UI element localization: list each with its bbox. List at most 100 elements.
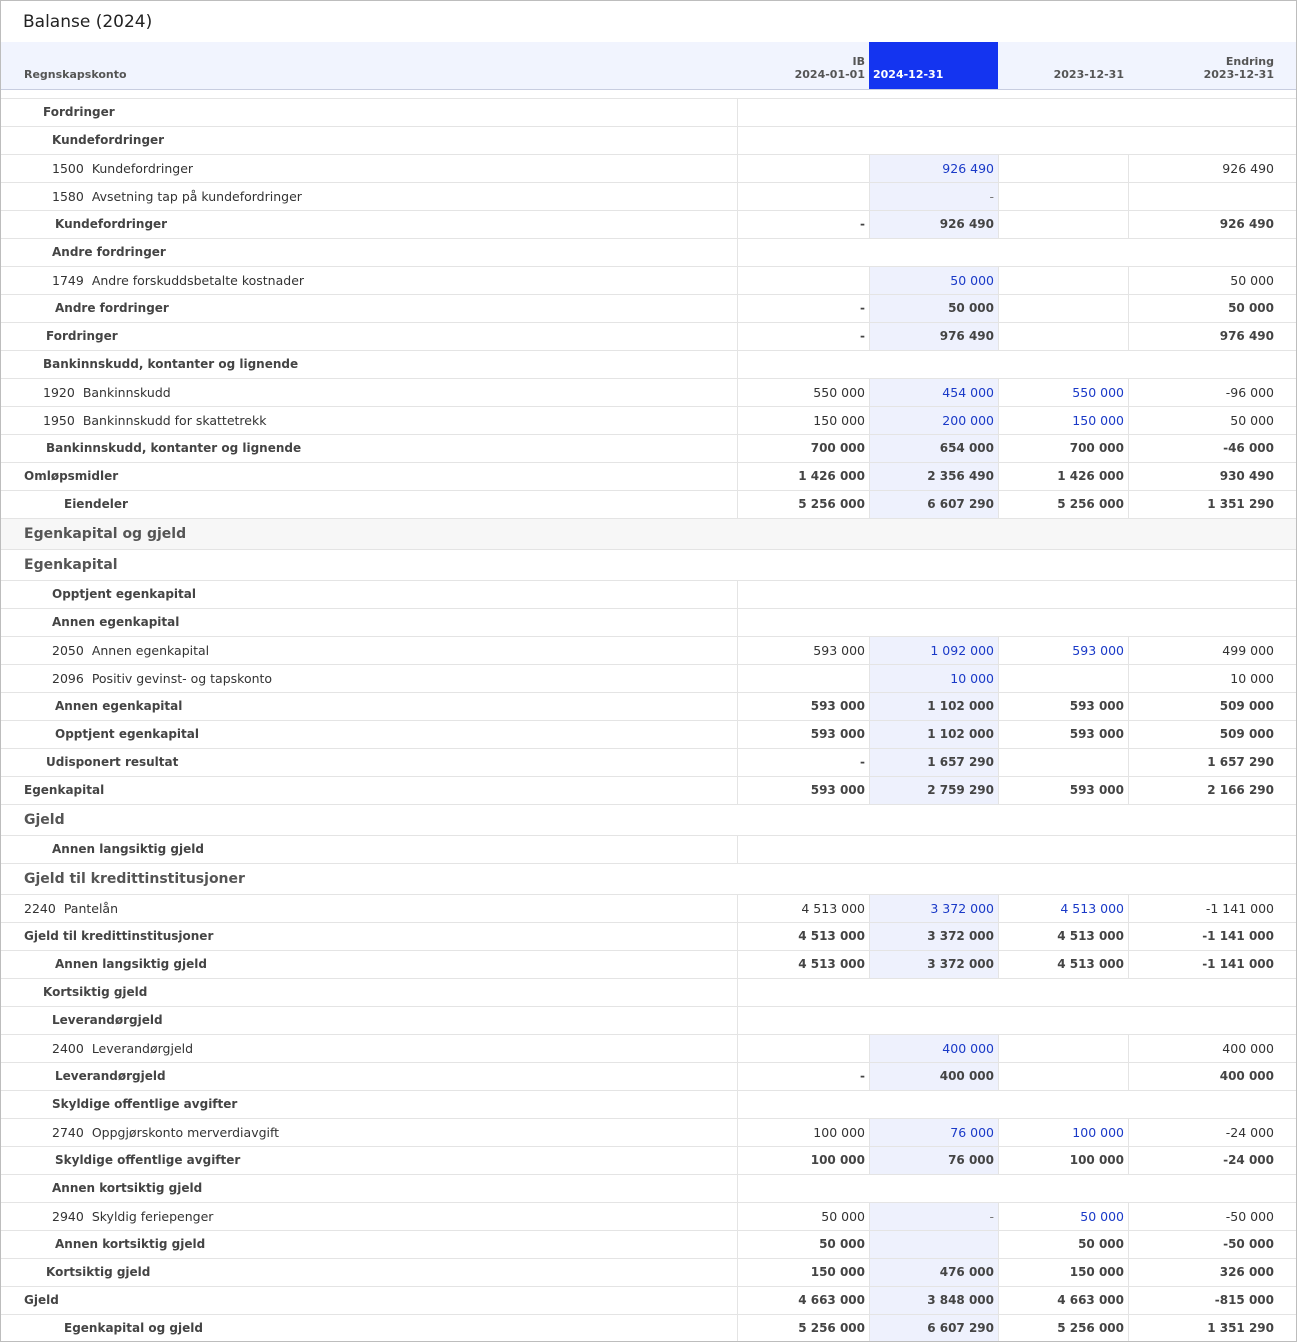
column-header[interactable]: Endring 2023-12-31 <box>1128 42 1296 89</box>
row-label: Egenkapital <box>1 777 737 804</box>
row-label: Annen langsiktig gjeld <box>1 836 737 863</box>
value-cell: 4 513 000 <box>998 951 1128 978</box>
value-cell: 150 000 <box>998 1259 1128 1286</box>
column-header[interactable]: Regnskapskonto <box>1 42 737 89</box>
value-cell: 200 000 <box>869 407 998 434</box>
empty-cells <box>737 979 1296 1006</box>
value-cell: 976 490 <box>1128 323 1296 350</box>
value-cell: 4 513 000 <box>998 923 1128 950</box>
account-row[interactable]: 2940 Skyldig feriepenger 50 000-50 000 -50 … <box>1 1203 1296 1231</box>
row-label: 2050 Annen egenkapital <box>1 637 737 664</box>
empty-cells <box>737 1175 1296 1202</box>
account-name: Fordringer <box>46 329 118 343</box>
value-cell: - <box>737 1063 869 1090</box>
section-row: Egenkapital og gjeld <box>1 519 1296 550</box>
value-cell: 5 256 000 <box>998 1315 1128 1341</box>
empty-cells <box>737 127 1296 154</box>
row-label: Annen kortsiktig gjeld <box>1 1175 737 1202</box>
row-label: Kundefordringer <box>1 211 737 238</box>
account-row[interactable]: 1920 Bankinnskudd 550 000 454 000 550 000 -96… <box>1 379 1296 407</box>
account-name: Opptjent egenkapital <box>55 727 199 741</box>
account-name: Annen kortsiktig gjeld <box>52 1181 203 1195</box>
value-cell: 509 000 <box>1128 693 1296 720</box>
header-line: IB <box>852 55 865 68</box>
account-row[interactable]: 2050 Annen egenkapital 593 000 1 092 000 593… <box>1 637 1296 665</box>
account-name: Kundefordringer <box>91 161 194 176</box>
row-label: 2400 Leverandørgjeld <box>1 1035 737 1062</box>
value-cell: 3 848 000 <box>869 1287 998 1314</box>
account-row[interactable]: 1749 Andre forskuddsbetalte kostnader 50 0… <box>1 267 1296 295</box>
account-name: Fordringer <box>43 105 115 119</box>
total-row: Udisponert resultat -1 657 290 1 657 290 <box>1 749 1296 777</box>
value-cell: 100 000 <box>998 1119 1128 1146</box>
value-cell: 5 256 000 <box>998 491 1128 518</box>
row-label: Opptjent egenkapital <box>1 581 737 608</box>
value-cell: 1 092 000 <box>869 637 998 664</box>
value-cell: 3 372 000 <box>869 951 998 978</box>
value-cell: 593 000 <box>737 637 869 664</box>
value-cell: 1 351 290 <box>1128 491 1296 518</box>
empty-cells <box>737 351 1296 378</box>
total-row: Eiendeler 5 256 000 6 607 290 5 256 000 1 35… <box>1 491 1296 519</box>
account-name: Leverandørgjeld <box>91 1041 194 1056</box>
value-cell <box>998 665 1128 692</box>
value-cell <box>869 1231 998 1258</box>
column-header[interactable]: IB 2024-01-01 <box>737 42 869 89</box>
value-cell <box>998 211 1128 238</box>
account-row[interactable]: 2240 Pantelån 4 513 000 3 372 000 4 513 000-… <box>1 895 1296 923</box>
empty-cells <box>737 609 1296 636</box>
value-cell: 499 000 <box>1128 637 1296 664</box>
value-cell: 50 000 <box>737 1231 869 1258</box>
group-row: Fordringer <box>1 99 1296 127</box>
account-row[interactable]: 1500 Kundefordringer 926 490 926 490 <box>1 155 1296 183</box>
row-label: 1500 Kundefordringer <box>1 155 737 182</box>
value-cell: 50 000 <box>737 1203 869 1230</box>
total-row: Gjeld 4 663 000 3 848 000 4 663 000 -815 000 <box>1 1287 1296 1315</box>
account-row[interactable]: 1950 Bankinnskudd for skattetrekk 150 000 2… <box>1 407 1296 435</box>
value-cell: 2 166 290 <box>1128 777 1296 804</box>
value-cell: 150 000 <box>737 1259 869 1286</box>
group-row: Andre fordringer <box>1 239 1296 267</box>
value-cell: 926 490 <box>1128 211 1296 238</box>
account-name: Gjeld <box>24 1293 59 1307</box>
value-cell: 4 513 000 <box>737 895 869 922</box>
header-line: Regnskapskonto <box>24 68 127 81</box>
account-row[interactable]: 2400 Leverandørgjeld 400 000 400 000 <box>1 1035 1296 1063</box>
table-header: Regnskapskonto IB 2024-01-01 2024-12-31 2023… <box>1 42 1296 90</box>
value-cell: 550 000 <box>998 379 1128 406</box>
account-number: 2240 <box>24 901 56 916</box>
account-row[interactable]: 1580 Avsetning tap på kundefordringer - <box>1 183 1296 211</box>
row-label: Bankinnskudd, kontanter og lignende <box>1 435 737 462</box>
value-cell: 6 607 290 <box>869 1315 998 1341</box>
total-row: Andre fordringer -50 000 50 000 <box>1 295 1296 323</box>
value-cell: 4 513 000 <box>737 951 869 978</box>
value-cell <box>998 323 1128 350</box>
account-row[interactable]: 2096 Positiv gevinst- og tapskonto 10 000 1… <box>1 665 1296 693</box>
account-row[interactable]: 2740 Oppgjørskonto merverdiavgift 100 000 7… <box>1 1119 1296 1147</box>
column-header[interactable]: 2024-12-31 <box>869 42 998 89</box>
column-header[interactable]: 2023-12-31 <box>998 42 1128 89</box>
account-name: Skyldig feriepenger <box>91 1209 214 1224</box>
account-name: Gjeld til kredittinstitusjoner <box>24 929 214 943</box>
account-name: Omløpsmidler <box>24 469 119 483</box>
value-cell: 76 000 <box>869 1147 998 1174</box>
total-row: Gjeld til kredittinstitusjoner 4 513 000 3… <box>1 923 1296 951</box>
total-row: Skyldige offentlige avgifter 100 000 76 00… <box>1 1147 1296 1175</box>
value-cell: -1 141 000 <box>1128 895 1296 922</box>
account-number: 2400 <box>52 1041 84 1056</box>
account-name: Bankinnskudd, kontanter og lignende <box>43 357 299 371</box>
account-name: Leverandørgjeld <box>55 1069 166 1083</box>
account-number: 1749 <box>52 273 84 288</box>
row-label: Annen egenkapital <box>1 693 737 720</box>
header-line: 2024-12-31 <box>873 68 944 81</box>
value-cell: 50 000 <box>869 295 998 322</box>
value-cell: 4 513 000 <box>998 895 1128 922</box>
account-name: Annen langsiktig gjeld <box>55 957 207 971</box>
row-label: Andre fordringer <box>1 295 737 322</box>
value-cell: 2 356 490 <box>869 463 998 490</box>
account-name: Oppgjørskonto merverdiavgift <box>91 1125 280 1140</box>
value-cell: -50 000 <box>1128 1203 1296 1230</box>
value-cell: -96 000 <box>1128 379 1296 406</box>
value-cell: 1 102 000 <box>869 721 998 748</box>
value-cell: 6 607 290 <box>869 491 998 518</box>
